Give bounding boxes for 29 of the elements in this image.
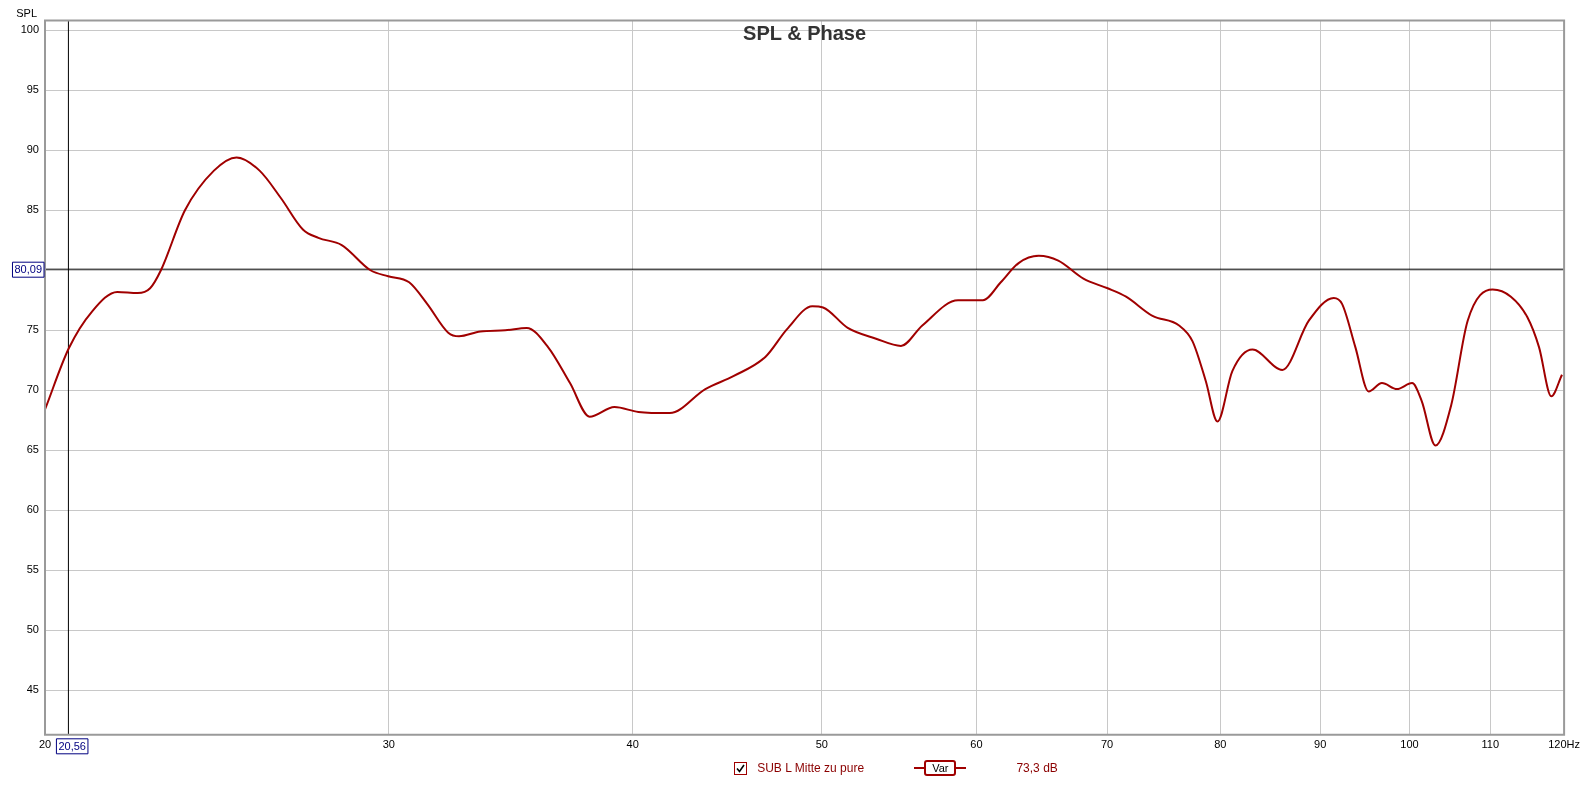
- y-tick-label: 90: [26, 143, 39, 156]
- text: 73,3 dB: [1016, 761, 1058, 775]
- y-tick-label: 45: [26, 683, 39, 696]
- y-tick-label: 65: [26, 443, 39, 456]
- y-tick-label: 60: [26, 503, 39, 516]
- x-tick-label: 110: [1481, 738, 1500, 751]
- chart-title: SPL & Phase: [743, 22, 867, 45]
- y-tick-label: 50: [26, 623, 39, 636]
- y-tick-label: 75: [26, 323, 39, 336]
- x-tick-label: 90: [1314, 738, 1327, 751]
- x-tick-label: 40: [626, 738, 639, 751]
- y-tick-label: 100: [20, 23, 39, 36]
- text: Var: [924, 760, 957, 776]
- x-tick-label: 100: [1400, 738, 1419, 751]
- legend-label: SUB L Mitte zu pure: [757, 761, 865, 775]
- x-tick-label: 80: [1214, 738, 1227, 751]
- x-tick-label: 60: [970, 738, 983, 751]
- x-tick-label: 20: [38, 738, 52, 751]
- y-axis-title: SPL: [16, 7, 37, 20]
- y-tick-label: 55: [26, 563, 39, 576]
- ref-line-label: 20,56: [58, 739, 86, 752]
- x-tick-label: 50: [815, 738, 828, 751]
- y-tick-label: 70: [26, 383, 39, 396]
- ref-line-label: 80,09: [14, 263, 42, 276]
- y-tick-label: 95: [26, 83, 39, 96]
- y-tick-label: 85: [26, 203, 39, 216]
- x-tick-label: 120Hz: [1548, 738, 1580, 751]
- x-tick-label: 30: [382, 738, 395, 751]
- x-tick-label: 70: [1101, 738, 1114, 751]
